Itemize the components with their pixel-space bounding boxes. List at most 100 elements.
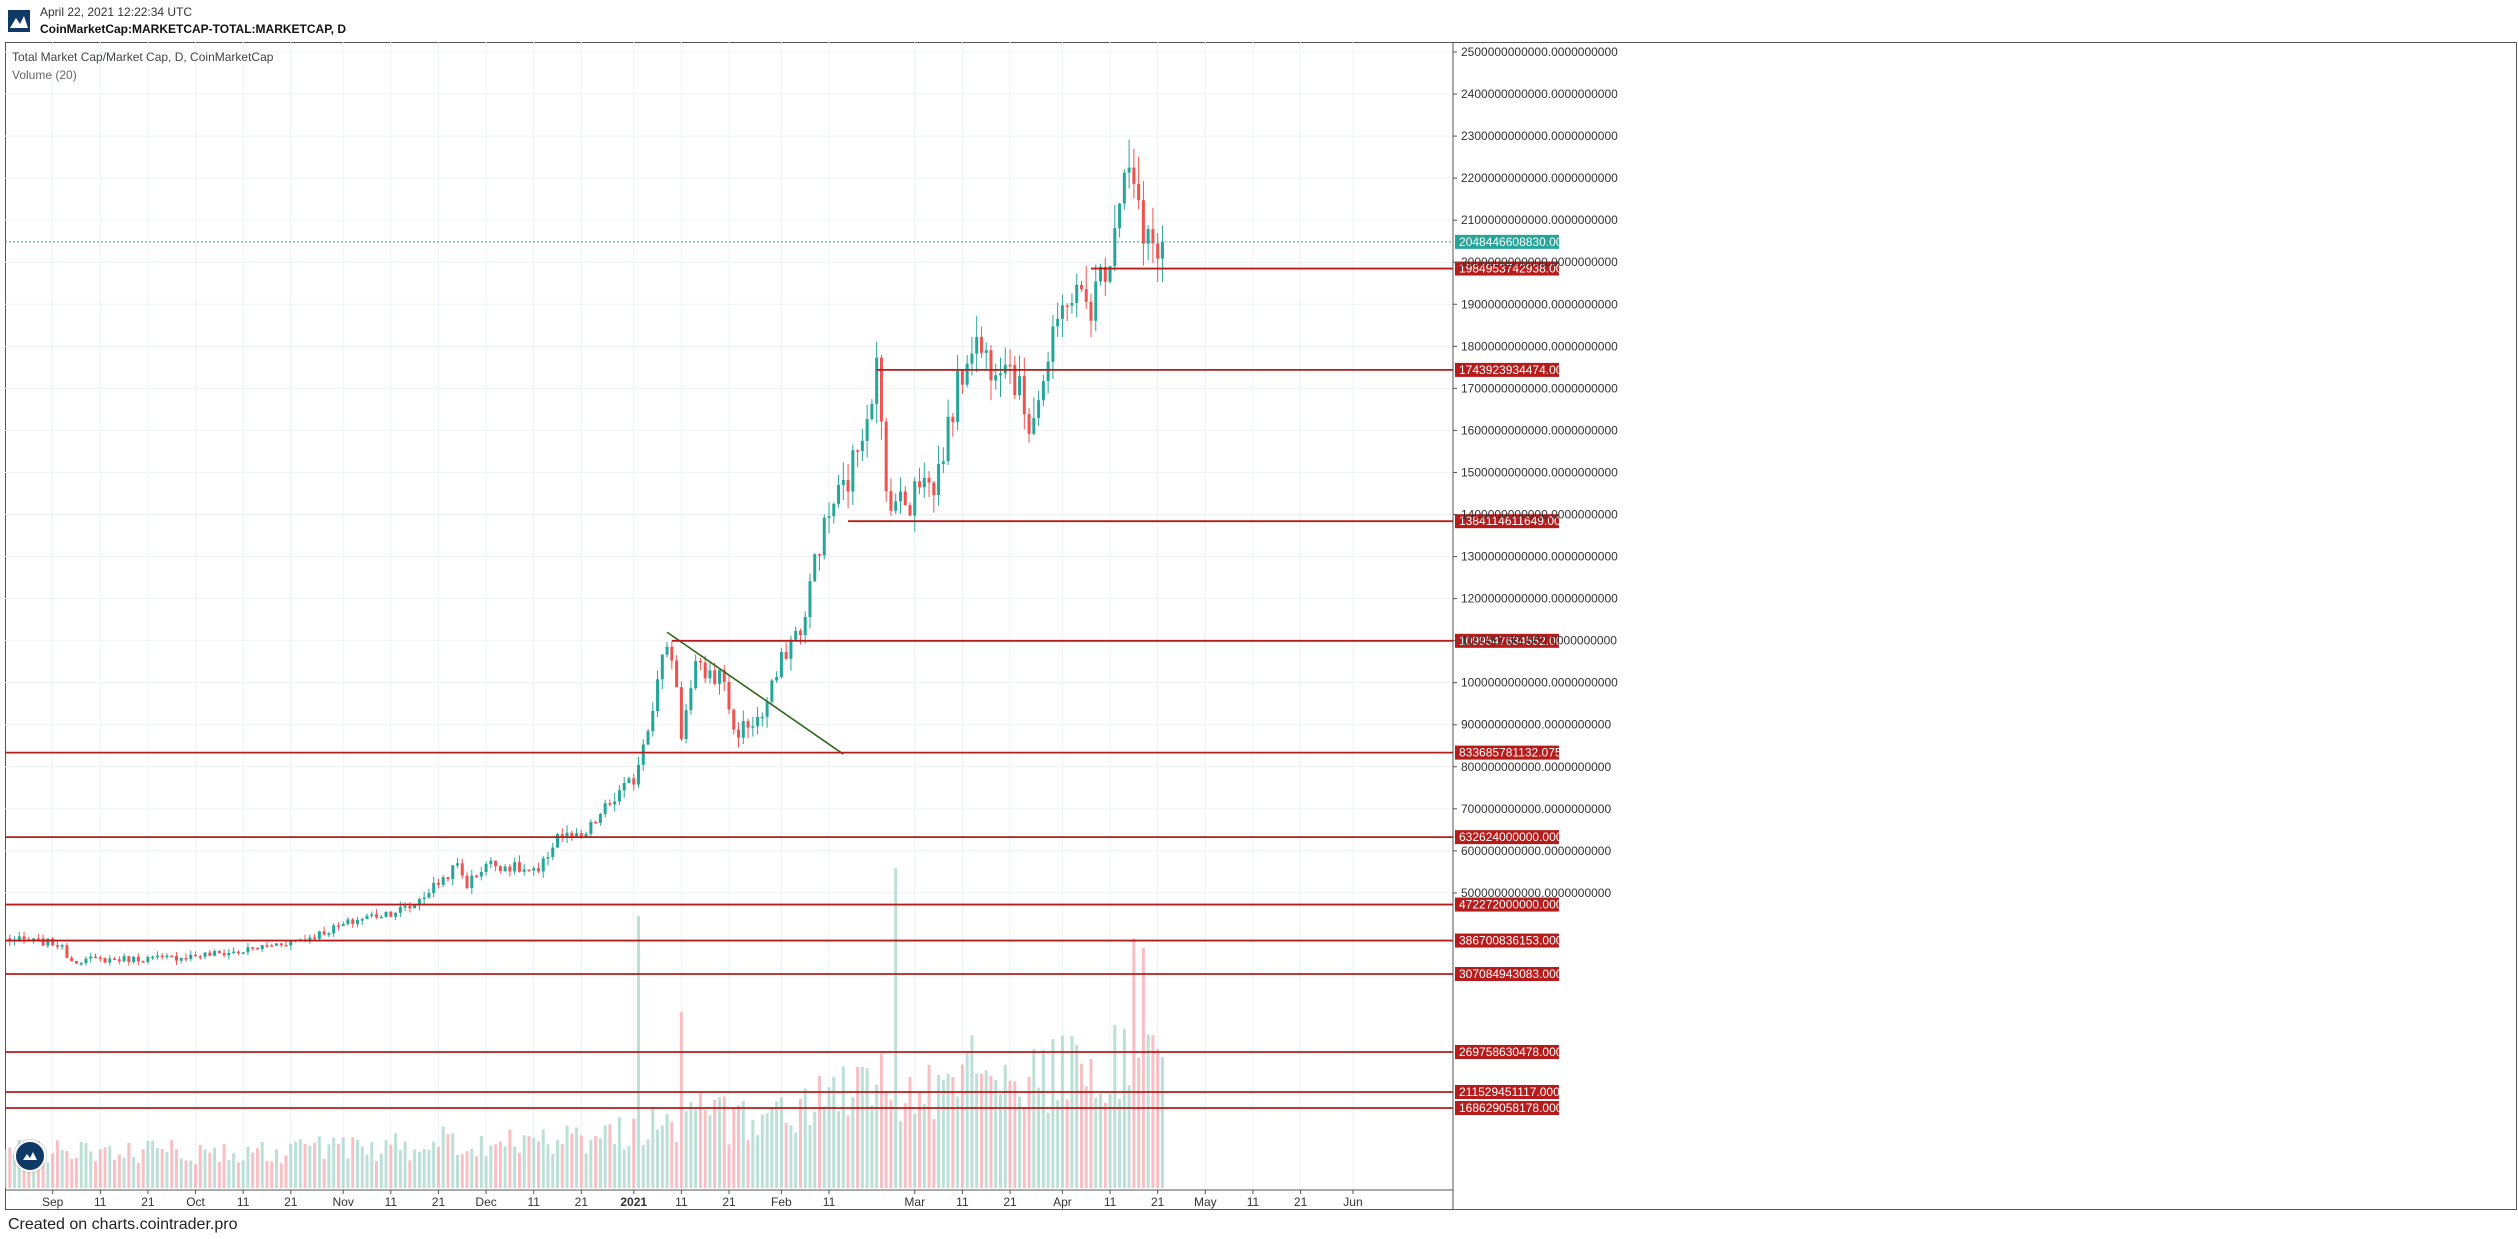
candle-body	[956, 370, 960, 423]
candle-body	[879, 357, 883, 422]
volume-bar	[989, 1075, 993, 1188]
volume-bar	[946, 1073, 950, 1188]
volume-bar	[408, 1160, 412, 1188]
level-price-label: 1099547634552.0000000000	[1459, 634, 1616, 648]
candle-body	[84, 958, 88, 964]
volume-bars	[5, 868, 1164, 1188]
volume-bar	[903, 1103, 907, 1188]
volume-bar	[737, 1105, 741, 1188]
volume-bar	[860, 1066, 864, 1188]
candle-body	[41, 938, 45, 946]
volume-bar	[918, 1092, 922, 1188]
volume-bar	[174, 1149, 178, 1188]
candle-body	[1022, 376, 1026, 415]
candle-body	[875, 357, 879, 404]
volume-bar	[494, 1144, 498, 1188]
candle-body	[413, 904, 417, 909]
volume-bar	[927, 1064, 931, 1188]
level-price-tag	[1455, 830, 1559, 845]
candle-body	[98, 957, 102, 959]
volume-bar	[289, 1143, 293, 1188]
volume-bar	[613, 1144, 617, 1188]
candle-body	[708, 670, 712, 679]
candle-body	[932, 482, 936, 496]
candle-body	[498, 866, 502, 871]
candle-body	[946, 416, 950, 462]
candle-body	[1089, 301, 1093, 321]
candle-body	[1156, 243, 1160, 259]
candle-body	[246, 947, 250, 953]
candle-body	[313, 937, 317, 939]
y-tick-label: 900000000000.0000000000	[1461, 718, 1611, 732]
candle-body	[546, 857, 550, 859]
volume-bar	[713, 1099, 717, 1188]
candle-body	[803, 617, 807, 636]
candle-body	[960, 370, 964, 385]
candle-body	[1137, 183, 1141, 201]
volume-bar	[956, 1096, 960, 1188]
candle-body	[89, 956, 93, 959]
volume-bar	[294, 1141, 298, 1188]
volume-bar	[413, 1149, 417, 1188]
volume-bar	[484, 1156, 488, 1188]
candle-body	[227, 952, 231, 956]
volume-bar	[556, 1140, 560, 1188]
x-tick-label: 11	[1247, 1195, 1260, 1209]
candle-body	[760, 716, 764, 719]
candle-body	[637, 764, 640, 785]
candle-body	[155, 955, 159, 958]
candle-body	[665, 646, 669, 655]
candle-body	[284, 945, 288, 947]
candle-body	[394, 912, 398, 917]
candle-body	[222, 953, 226, 956]
x-tick-label: 11	[1104, 1195, 1117, 1209]
y-tick-label: 1700000000000.0000000000	[1461, 381, 1618, 395]
candle-body	[5, 938, 7, 941]
candle-body	[617, 790, 621, 802]
volume-bar	[375, 1161, 379, 1188]
volume-bar	[584, 1153, 588, 1188]
candle-body	[841, 480, 845, 485]
candle-body	[779, 651, 783, 678]
level-price-label: 1743923934474.0000000000	[1459, 363, 1616, 377]
candle-body	[341, 923, 345, 926]
candle-body	[1099, 266, 1103, 282]
candle-body	[1056, 318, 1060, 327]
x-tick-label: 11	[956, 1195, 969, 1209]
volume-bar	[475, 1156, 479, 1188]
candle-body	[36, 938, 40, 940]
candle-body	[584, 833, 588, 837]
volume-bar	[870, 1105, 874, 1188]
volume-bar	[51, 1153, 55, 1188]
level-price-tag	[1455, 745, 1559, 760]
candle-body	[775, 677, 779, 681]
volume-bar	[698, 1093, 702, 1188]
volume-bar	[117, 1154, 121, 1188]
candle-body	[232, 951, 236, 954]
price-chart[interactable]: 1984953742938.0000000000 1743923934474.00…	[5, 42, 2517, 1212]
candle-body	[184, 957, 188, 960]
chart-area[interactable]: 1984953742938.0000000000 1743923934474.00…	[5, 42, 2517, 1212]
candle-body	[1051, 326, 1055, 362]
volume-bar	[651, 1106, 655, 1188]
volume-bar	[1065, 1099, 1069, 1188]
volume-bar	[1118, 1098, 1122, 1188]
candle-body	[698, 661, 702, 663]
candle-body	[384, 911, 388, 917]
level-price-label: 1984953742938.0000000000	[1459, 262, 1616, 276]
level-price-label: 211529451117.0000000000	[1459, 1085, 1607, 1099]
volume-bar	[355, 1139, 359, 1188]
candle-body	[646, 731, 650, 745]
candle-body	[103, 957, 107, 963]
volume-bar	[760, 1114, 764, 1188]
level-price-tag	[1455, 1101, 1559, 1115]
volume-bar	[136, 1162, 140, 1188]
volume-bar	[194, 1164, 198, 1188]
chart-logo-button[interactable]	[14, 1140, 46, 1172]
volume-bar	[1084, 1086, 1088, 1188]
volume-bar	[1051, 1039, 1055, 1188]
volume-bar	[460, 1154, 464, 1188]
candle-body	[641, 744, 645, 765]
volume-bar	[108, 1145, 112, 1188]
candle-body	[146, 956, 150, 963]
